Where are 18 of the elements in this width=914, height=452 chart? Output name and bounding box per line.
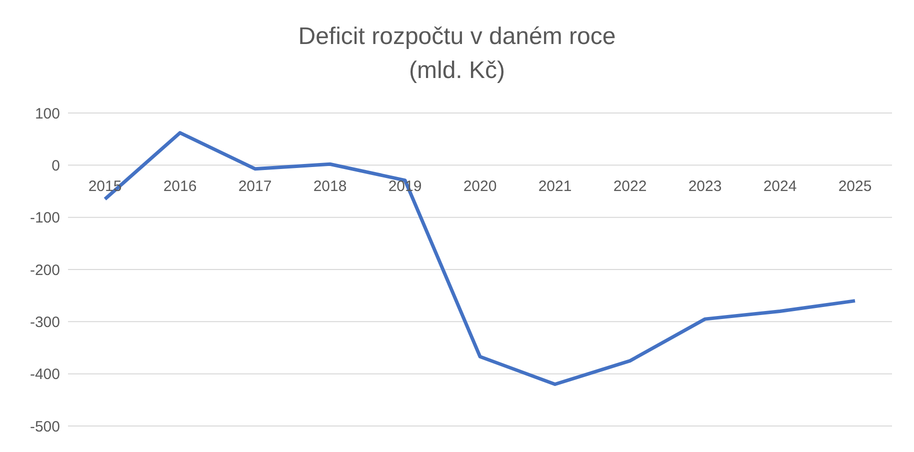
x-tick-label: 2024 bbox=[763, 178, 797, 196]
chart-title: Deficit rozpočtu v daném roce bbox=[297, 22, 617, 52]
y-tick-label: 0 bbox=[52, 157, 60, 174]
x-tick-label: 2023 bbox=[688, 178, 722, 196]
y-tick-label: 100 bbox=[34, 105, 60, 122]
y-tick-label: -200 bbox=[30, 262, 60, 279]
x-tick-label: 2021 bbox=[538, 178, 572, 196]
y-tick-label: -300 bbox=[30, 314, 60, 331]
x-tick-label: 2025 bbox=[838, 178, 872, 196]
chart-subtitle: (mld. Kč) bbox=[408, 56, 506, 86]
y-tick-label: -400 bbox=[30, 366, 60, 384]
x-tick-label: 2016 bbox=[163, 178, 197, 196]
x-tick-label: 2020 bbox=[463, 178, 497, 196]
y-tick-label: -500 bbox=[30, 418, 60, 436]
y-tick-label: -100 bbox=[30, 210, 60, 227]
x-tick-label: 2018 bbox=[313, 178, 347, 196]
x-tick-label: 2022 bbox=[613, 178, 647, 196]
x-tick-label: 2017 bbox=[238, 178, 272, 196]
